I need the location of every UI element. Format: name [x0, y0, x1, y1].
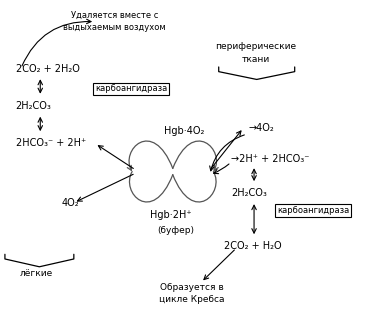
Text: →2H⁺ + 2HCO₃⁻: →2H⁺ + 2HCO₃⁻: [231, 154, 310, 164]
Text: 2CO₂ + 2H₂O: 2CO₂ + 2H₂O: [15, 64, 79, 73]
Text: 2CO₂ + H₂O: 2CO₂ + H₂O: [224, 242, 282, 251]
Text: 2HCO₃⁻ + 2H⁺: 2HCO₃⁻ + 2H⁺: [15, 139, 86, 148]
Text: карбоангидраза: карбоангидраза: [95, 84, 167, 93]
FancyArrowPatch shape: [173, 172, 216, 202]
Text: 2H₂CO₃: 2H₂CO₃: [15, 101, 51, 111]
Text: 4O₂: 4O₂: [61, 198, 79, 208]
Text: →4O₂: →4O₂: [249, 123, 274, 133]
Text: Удаляется вместе с: Удаляется вместе с: [71, 11, 158, 20]
Text: выдыхаемым воздухом: выдыхаемым воздухом: [63, 23, 166, 32]
FancyArrowPatch shape: [130, 172, 173, 202]
Text: Образуется в: Образуется в: [160, 283, 224, 292]
Text: (буфер): (буфер): [157, 226, 194, 235]
FancyArrowPatch shape: [127, 141, 173, 170]
Text: лёгкие: лёгкие: [20, 268, 53, 278]
FancyArrowPatch shape: [173, 141, 218, 170]
Text: Hgb·2H⁺: Hgb·2H⁺: [150, 210, 191, 220]
Text: карбоангидраза: карбоангидраза: [277, 206, 349, 215]
Text: цикле Кребса: цикле Кребса: [160, 295, 225, 304]
Text: ткани: ткани: [242, 54, 270, 64]
Text: периферические: периферические: [215, 42, 296, 51]
Text: 2H₂CO₃: 2H₂CO₃: [231, 188, 267, 198]
Text: Hgb·4O₂: Hgb·4O₂: [164, 126, 204, 136]
